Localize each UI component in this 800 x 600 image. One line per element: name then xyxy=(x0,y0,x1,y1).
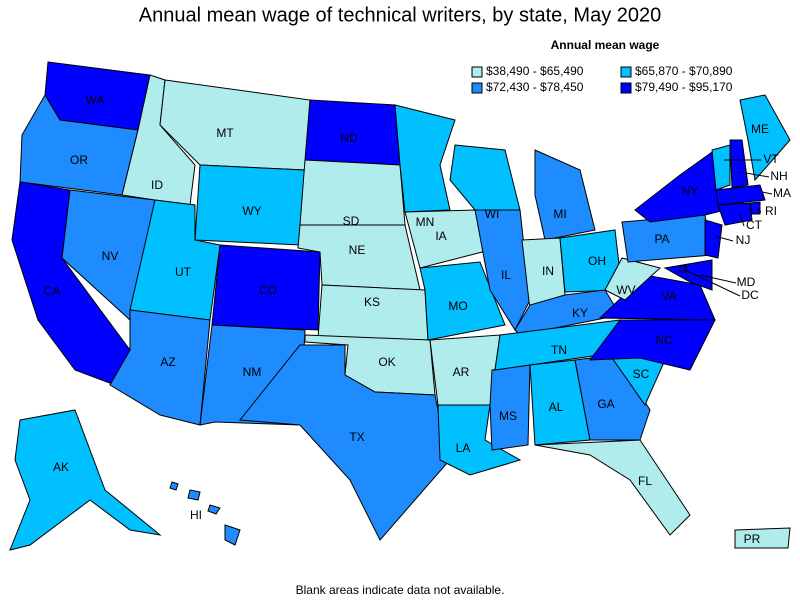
leader-line xyxy=(761,191,773,195)
state-label: WY xyxy=(242,204,261,218)
state-shape xyxy=(109,309,211,426)
map-title: Annual mean wage of technical writers, b… xyxy=(139,4,662,26)
state-label: KS xyxy=(364,295,380,309)
state-shape xyxy=(663,259,713,291)
island-shape xyxy=(207,504,221,515)
state-shape xyxy=(604,257,662,301)
state-shape xyxy=(739,94,791,182)
state-label: FL xyxy=(638,474,652,488)
leader-line xyxy=(699,274,737,284)
state-shape xyxy=(534,149,596,241)
state-label: NY xyxy=(682,184,699,198)
state-label: SD xyxy=(343,214,360,228)
legend-label: $72,430 - $78,450 xyxy=(486,80,584,94)
state-label: AR xyxy=(453,365,470,379)
leader-line xyxy=(714,235,734,242)
state-label: GA xyxy=(597,397,614,411)
island-shape xyxy=(224,524,241,546)
state-label: AZ xyxy=(160,355,175,369)
state-label: OH xyxy=(588,254,606,268)
state-shape xyxy=(729,139,749,189)
state-label: IN xyxy=(542,264,554,278)
state-shape xyxy=(704,219,723,259)
state-label: DC xyxy=(741,288,759,302)
state-shape xyxy=(717,202,753,226)
state-label: WA xyxy=(86,93,105,107)
legend-label: $38,490 - $65,490 xyxy=(486,64,584,78)
leader-line xyxy=(739,213,745,227)
state-label: MT xyxy=(216,126,234,140)
state-label: IA xyxy=(435,229,446,243)
state-label: KY xyxy=(572,306,588,320)
state-label: HI xyxy=(190,508,202,522)
state-label: TN xyxy=(551,343,567,357)
state-label: VT xyxy=(763,152,779,166)
state-label: ME xyxy=(751,122,769,136)
state-shape xyxy=(534,439,691,536)
footnote: Blank areas indicate data not available. xyxy=(296,583,505,597)
state-label: OR xyxy=(70,153,88,167)
state-label: MD xyxy=(737,275,756,289)
legend-swatch xyxy=(620,82,632,94)
state-label: OK xyxy=(378,355,395,369)
state-label: UT xyxy=(175,265,192,279)
state-label: TX xyxy=(349,430,364,444)
state-shape xyxy=(734,527,791,549)
legend-label: $79,490 - $95,170 xyxy=(635,80,733,94)
state-shape xyxy=(9,409,162,551)
legend-swatch xyxy=(471,82,483,94)
state-label: CT xyxy=(746,218,763,232)
state-label: MI xyxy=(553,207,566,221)
state-label: IL xyxy=(501,268,511,282)
legend-swatch xyxy=(471,66,483,78)
state-label: NJ xyxy=(736,233,751,247)
state-label: MO xyxy=(448,299,467,313)
state-label: WI xyxy=(485,207,500,221)
state-shape xyxy=(317,284,429,341)
state-shape xyxy=(715,184,766,206)
state-shape xyxy=(419,261,506,341)
legend: $38,490 - $65,490 $65,870 - $70,890 $72,43… xyxy=(471,64,733,94)
leader-line xyxy=(739,171,770,178)
state-label: WV xyxy=(616,283,635,297)
state-shape xyxy=(634,149,726,223)
state-shape xyxy=(187,489,201,501)
state-shape xyxy=(211,244,321,331)
state-label: NE xyxy=(349,243,366,257)
island-shape xyxy=(169,481,179,491)
state-shape xyxy=(711,144,731,191)
state-label: NC xyxy=(655,333,673,347)
state-label: CA xyxy=(44,284,61,298)
state-label: AL xyxy=(549,400,564,414)
state-label: MS xyxy=(499,409,517,423)
state-label: MN xyxy=(416,215,435,229)
state-label: ID xyxy=(151,178,163,192)
state-shape xyxy=(474,209,531,332)
leader-line xyxy=(682,268,741,297)
state-label: NH xyxy=(770,169,787,183)
state-label: VA xyxy=(661,289,676,303)
leader-line xyxy=(756,207,762,213)
state-label: NV xyxy=(102,249,119,263)
state-label: LA xyxy=(456,441,471,455)
legend-swatch xyxy=(620,66,632,78)
state-shape xyxy=(449,144,521,211)
state-label: RI xyxy=(765,204,777,218)
state-label: ND xyxy=(340,131,358,145)
state-label: CO xyxy=(259,283,277,297)
states xyxy=(9,61,791,551)
state-shape xyxy=(489,364,531,451)
state-label: NM xyxy=(243,365,262,379)
legend-title: Annual mean wage xyxy=(551,38,660,52)
state-label: PR xyxy=(744,532,761,546)
state-label: AK xyxy=(53,460,69,474)
state-shape xyxy=(394,104,456,213)
state-label: SC xyxy=(633,367,650,381)
legend-label: $65,870 - $70,890 xyxy=(635,64,733,78)
state-label: PA xyxy=(654,232,669,246)
state-label: MA xyxy=(773,186,791,200)
